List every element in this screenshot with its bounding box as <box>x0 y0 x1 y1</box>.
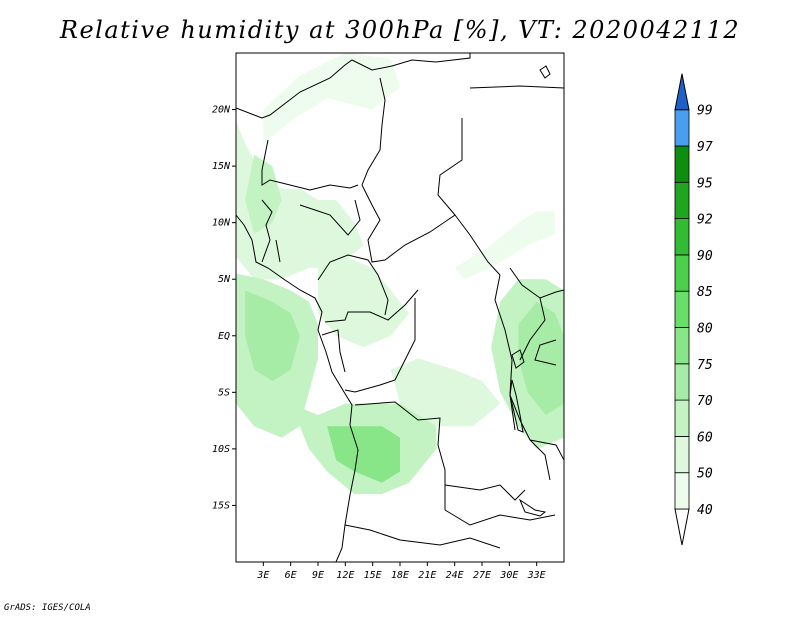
colorbar-segment <box>674 254 690 292</box>
lon-tick-label: 3E <box>256 570 269 581</box>
grads-credit: GrADS: IGES/COLA <box>4 603 91 613</box>
humidity-region-congo-east-core <box>518 301 564 415</box>
colorbar-label: 80 <box>697 322 713 337</box>
humidity-shading <box>236 53 564 495</box>
humidity-region-cameroon-belt <box>318 256 410 348</box>
colorbar-segment <box>674 435 690 474</box>
lat-tick-label: 5N <box>218 274 231 285</box>
colorbar-bottom-arrow <box>674 508 690 546</box>
colorbar-label: 70 <box>697 394 713 409</box>
lon-tick-label: 27E <box>473 570 491 581</box>
colorbar-segment <box>674 145 690 183</box>
colorbar-label: 75 <box>697 358 713 373</box>
colorbar: 40 50 60 70 75 80 85 90 92 95 97 99 <box>674 73 713 546</box>
colorbar-segment <box>674 363 690 401</box>
humidity-region-west-highlands <box>245 154 282 234</box>
map-title: Relative humidity at 300hPa [%], VT: 202… <box>59 16 741 44</box>
colorbar-segment <box>674 472 690 510</box>
lon-tick-label: 6E <box>285 570 297 581</box>
colorbar-label: 40 <box>697 503 713 518</box>
colorbar-label: 95 <box>697 176 713 191</box>
colorbar-label: 90 <box>697 249 713 264</box>
lat-tick-label: 10N <box>212 218 231 229</box>
lon-tick-label: 24E <box>446 570 464 581</box>
colorbar-segment <box>674 327 690 365</box>
humidity-region-angola-core <box>327 426 400 483</box>
lake-malawi <box>518 498 547 517</box>
lat-tick-label: 15S <box>212 500 230 511</box>
lon-tick-label: 15E <box>364 570 382 581</box>
coastline <box>236 214 359 562</box>
longitude-axis: 3E 6E 9E 12E 15E 18E 21E 24E 27E 30E 33E <box>256 562 546 581</box>
colorbar-segment <box>674 290 690 328</box>
lon-tick-label: 21E <box>418 570 436 581</box>
colorbar-label: 97 <box>697 140 713 155</box>
lon-tick-label: 33E <box>527 570 546 581</box>
lat-tick-label: EQ <box>218 331 230 342</box>
lat-tick-label: 15N <box>212 161 231 172</box>
colorbar-segment <box>674 399 690 437</box>
latitude-axis: 20N 15N 10N 5N EQ 5S 10S 15S <box>212 105 236 511</box>
lat-tick-label: 5S <box>218 387 230 398</box>
lake-victoria <box>511 349 525 369</box>
lake-tanganyika <box>509 379 524 433</box>
colorbar-label: 50 <box>697 467 713 482</box>
lon-tick-label: 30E <box>499 570 518 581</box>
lat-tick-label: 20N <box>212 105 231 116</box>
colorbar-segment <box>674 218 690 256</box>
humidity-region-sudan-stripe <box>454 211 555 280</box>
colorbar-label: 92 <box>697 213 713 228</box>
lon-tick-label: 9E <box>312 570 324 581</box>
colorbar-segment <box>674 109 690 147</box>
colorbar-segment <box>674 181 690 220</box>
colorbar-top-arrow <box>674 73 690 111</box>
lon-tick-label: 12E <box>336 570 354 581</box>
humidity-region-sahel-north-arc <box>263 53 400 144</box>
colorbar-label: 60 <box>697 430 713 445</box>
humidity-region-gulf-guinea-core <box>245 290 300 381</box>
colorbar-label: 99 <box>697 104 713 119</box>
colorbar-label: 85 <box>697 285 713 300</box>
country-borders <box>236 53 564 562</box>
lat-tick-label: 10S <box>212 444 230 455</box>
humidity-region-central-patch <box>390 358 501 427</box>
lon-tick-label: 18E <box>391 570 409 581</box>
humidity-region-sahel-west <box>236 120 364 280</box>
